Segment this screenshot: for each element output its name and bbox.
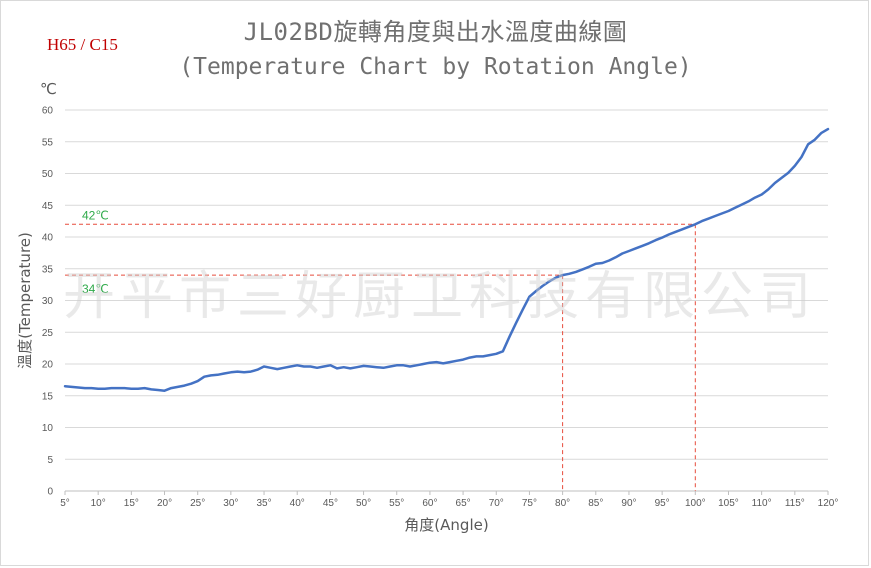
x-tick-label: 55° (389, 498, 404, 509)
y-tick-label: 40 (42, 233, 54, 244)
y-tick-label: 0 (47, 487, 53, 498)
x-tick-label: 75° (522, 498, 537, 509)
x-tick-label: 10° (91, 498, 106, 509)
x-tick-label: 80° (555, 498, 570, 509)
y-tick-label: 25 (42, 328, 54, 339)
y-tick-label: 55 (42, 137, 54, 148)
reference-label: 34℃ (82, 282, 109, 296)
x-axis-title: 角度(Angle) (404, 516, 488, 534)
model-label: H65 / C15 (47, 35, 118, 54)
x-tick-label: 120° (818, 498, 839, 509)
x-tick-label: 95° (655, 498, 670, 509)
x-tick-label: 100° (685, 498, 706, 509)
x-tick-label: 25° (190, 498, 205, 509)
y-tick-label: 10 (42, 423, 54, 434)
chart-title: JL02BD旋轉角度與出水溫度曲線圖 (243, 18, 628, 46)
chart-subtitle: (Temperature Chart by Rotation Angle) (179, 54, 692, 80)
x-tick-label: 40° (290, 498, 305, 509)
y-tick-label: 35 (42, 264, 54, 275)
x-tick-label: 5° (60, 498, 70, 509)
x-tick-label: 15° (124, 498, 139, 509)
x-tick-label: 50° (356, 498, 371, 509)
y-unit-label: ℃ (40, 80, 57, 98)
temperature-series-line (63, 127, 830, 392)
x-tick-label: 110° (752, 498, 772, 509)
y-tick-label: 5 (47, 455, 53, 466)
y-tick-label: 15 (42, 391, 54, 402)
x-tick-label: 30° (223, 498, 238, 509)
x-tick-label: 60° (422, 498, 437, 509)
x-tick-label: 85° (588, 498, 603, 509)
y-tick-label: 50 (42, 169, 54, 180)
x-tick-label: 20° (157, 498, 172, 509)
x-tick-label: 115° (785, 498, 805, 509)
watermark-text: 开平市三好厨卫科技有限公司 (63, 267, 817, 327)
x-tick-label: 105° (718, 498, 739, 509)
y-axis-title: 溫度(Temperature) (16, 232, 34, 369)
x-tick-label: 35° (256, 498, 271, 509)
y-tick-label: 45 (42, 201, 54, 212)
y-tick-label: 30 (42, 296, 54, 307)
x-tick-label: 70° (489, 498, 504, 509)
y-tick-label: 20 (42, 360, 54, 371)
y-tick-label: 60 (42, 106, 54, 117)
x-tick-label: 90° (621, 498, 636, 509)
reference-label: 42℃ (82, 208, 109, 222)
x-tick-label: 45° (323, 498, 338, 509)
x-tick-label: 65° (456, 498, 471, 509)
